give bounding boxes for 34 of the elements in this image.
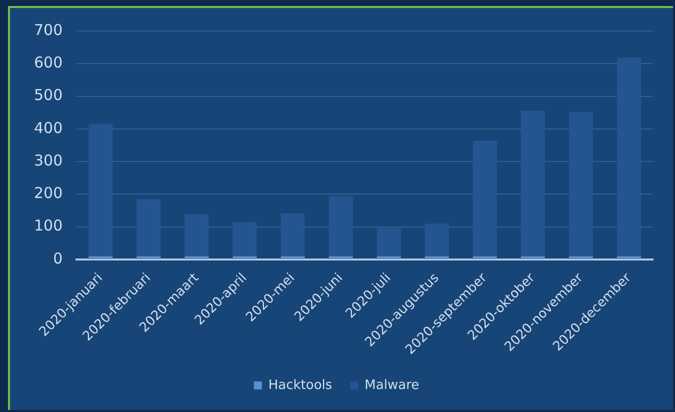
- bar: [280, 256, 305, 259]
- bar: [568, 112, 593, 256]
- bar: [88, 124, 113, 256]
- bar: [376, 226, 401, 256]
- y-tick-label: 600: [34, 54, 63, 72]
- bar: [520, 110, 545, 256]
- legend-label: Hacktools: [268, 378, 332, 393]
- bar: [520, 256, 545, 259]
- y-tick-label: 500: [34, 86, 63, 104]
- bar: [328, 196, 353, 256]
- bar: [136, 256, 161, 259]
- y-tick-label: 100: [34, 216, 63, 235]
- y-tick-label: 0: [53, 249, 63, 268]
- y-tick-label: 400: [34, 118, 63, 137]
- y-tick-label: 200: [34, 184, 63, 202]
- bar: [88, 256, 113, 259]
- bar: [424, 224, 449, 256]
- bar: [184, 256, 209, 259]
- bar: [184, 214, 209, 256]
- bar: [280, 213, 305, 256]
- bar: [232, 256, 257, 259]
- bar: [568, 256, 593, 259]
- bar: [376, 256, 401, 259]
- bar: [616, 57, 641, 256]
- y-tick-label: 300: [34, 151, 63, 170]
- bar: [232, 222, 257, 256]
- legend-label: Malware: [364, 378, 420, 393]
- bar: [136, 199, 161, 256]
- bar: [616, 256, 641, 259]
- bar: [328, 256, 353, 259]
- bar: [472, 140, 497, 256]
- y-tick-label: 700: [34, 20, 63, 39]
- bar: [472, 256, 497, 259]
- bar: [424, 256, 449, 259]
